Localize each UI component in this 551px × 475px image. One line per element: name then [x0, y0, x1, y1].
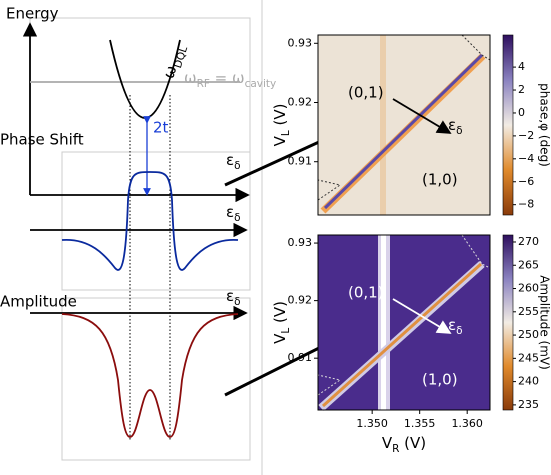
heatmap-image — [317, 234, 491, 411]
x-tick-label: 1.360 — [451, 417, 483, 430]
subscript: RF — [197, 78, 210, 90]
colorbar-tick-label: 240 — [518, 375, 539, 388]
x-tick-label: 1.350 — [356, 417, 388, 430]
colorbar-tick-label: 2 — [518, 83, 525, 96]
x-tick-label: 1.355 — [404, 417, 436, 430]
axis-label: εδ — [226, 151, 241, 173]
y-tick-label: 0.93 — [288, 36, 313, 49]
text-part: V — [382, 434, 393, 452]
colorbar-tick-label: −8 — [518, 198, 534, 211]
panel-title: Phase Shift — [0, 131, 84, 149]
region-label: (0,1) — [348, 84, 384, 102]
text-part: V — [271, 333, 289, 344]
panel-title: Amplitude — [0, 293, 77, 311]
colorbar-label: phase,φ (deg) — [538, 83, 551, 167]
x-axis-label: VR (V) — [382, 434, 426, 456]
text-part: ε — [448, 316, 456, 334]
subscript: DQL — [172, 45, 190, 70]
heatmap-image — [317, 34, 491, 215]
subscript: δ — [234, 296, 240, 308]
colorbar-tick-label: 4 — [518, 60, 525, 73]
region-label: (1,0) — [422, 371, 458, 389]
colorbar-tick-label: 0 — [518, 106, 525, 119]
y-tick-label: 0.93 — [288, 236, 313, 249]
y-tick-label: 0.92 — [288, 96, 313, 109]
plot-frame — [317, 34, 491, 216]
text-part: ε — [226, 287, 234, 305]
y-axis-label: VL (V) — [271, 104, 293, 147]
axis-label: εδ — [226, 203, 241, 225]
y-tick-label: 0.91 — [288, 155, 313, 168]
detuning-arrow — [392, 298, 452, 334]
text-part: V — [271, 135, 289, 146]
plot-frame — [317, 234, 491, 411]
colorbar-tick-label: −6 — [518, 175, 534, 188]
amplitude-curve — [61, 313, 239, 438]
colorbar-tick-label: −2 — [518, 129, 534, 142]
panel-title: Energy — [6, 5, 59, 23]
colorbar-label: Amplitude (mV) — [538, 275, 551, 370]
region-label: (1,0) — [422, 171, 458, 189]
subscript: L — [280, 328, 292, 334]
colorbar-tick-label: 235 — [518, 398, 539, 411]
y-tick-label: 0.92 — [288, 294, 313, 307]
colorbar-tick-label: 255 — [518, 305, 539, 318]
detuning-label: εδ — [448, 116, 463, 138]
subscript: δ — [456, 125, 462, 137]
colorbar-tick-label: 265 — [518, 258, 539, 271]
y-axis-label: VL (V) — [271, 301, 293, 344]
colorbar — [502, 34, 514, 216]
text-part: = ω — [210, 69, 245, 87]
detuning-label: εδ — [448, 316, 463, 338]
subscript: δ — [234, 212, 240, 224]
subscript: δ — [456, 325, 462, 337]
text-part: (V) — [271, 104, 289, 131]
panel-frame — [61, 297, 251, 461]
colorbar-tick-label: 245 — [518, 351, 539, 364]
subscript: δ — [234, 160, 240, 172]
colorbar-tick-label: 270 — [518, 235, 539, 248]
text-part: ω — [184, 69, 197, 87]
subscript: R — [392, 443, 399, 455]
axis-label: εδ — [226, 287, 241, 309]
panel-frame — [29, 17, 251, 196]
region-label: (0,1) — [348, 284, 384, 302]
subscript: L — [280, 130, 292, 136]
colorbar-tick-label: −4 — [518, 152, 534, 165]
text-part: ε — [448, 116, 456, 134]
text-part: (V) — [271, 301, 289, 328]
colorbar-tick-label: 250 — [518, 328, 539, 341]
text-part: (V) — [399, 434, 426, 452]
gap-label: 2t — [153, 119, 169, 137]
panel-frame — [61, 151, 251, 291]
colorbar-tick-label: 260 — [518, 282, 539, 295]
text-part: ε — [226, 151, 234, 169]
y-tick-label: 0.91 — [288, 351, 313, 364]
text-part: ω — [159, 63, 180, 81]
text-part: ε — [226, 203, 234, 221]
colorbar — [502, 234, 514, 411]
rf-label: ωRF = ωcavity — [184, 69, 276, 91]
detuning-arrow — [392, 98, 452, 134]
subscript: cavity — [245, 78, 277, 90]
phase-curve — [61, 171, 239, 271]
